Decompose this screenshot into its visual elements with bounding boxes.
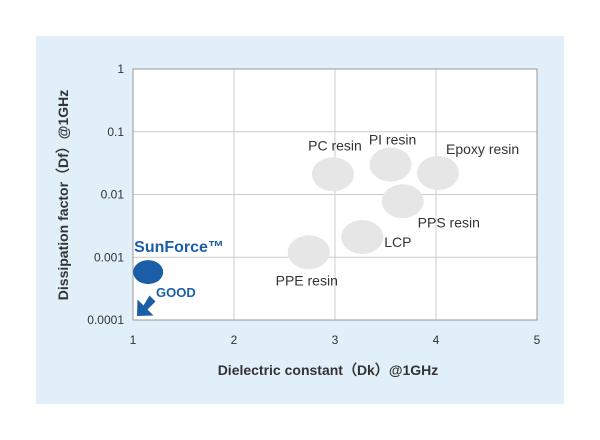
x-axis-title: Dielectric constant（Dk）@1GHz <box>218 362 439 378</box>
y-tick-label: 0.001 <box>94 250 124 264</box>
y-tick-label: 1 <box>117 62 124 76</box>
x-tick-label: 2 <box>231 333 238 347</box>
data-point <box>417 156 460 191</box>
point-label-lcp: LCP <box>384 234 411 250</box>
data-points <box>133 147 460 285</box>
point-label-pi-resin: PI resin <box>369 132 416 148</box>
x-tick-label: 3 <box>332 333 339 347</box>
y-axis-title: Dissipation factor（Df）@1GHz <box>55 90 71 300</box>
data-point <box>287 235 330 270</box>
x-tick-labels: 1 2 3 4 5 <box>130 333 541 347</box>
data-point <box>341 220 384 255</box>
y-tick-label: 0.0001 <box>87 313 124 327</box>
data-point <box>311 157 354 192</box>
good-annotation: GOOD <box>156 285 196 300</box>
good-arrow-icon <box>137 295 156 316</box>
point-label-pps-resin: PPS resin <box>418 214 480 230</box>
x-tick-label: 1 <box>130 333 137 347</box>
y-tick-label: 0.01 <box>101 188 125 202</box>
data-point <box>369 147 412 182</box>
point-label-pc-resin: PC resin <box>308 137 362 153</box>
point-label-sunforce: SunForce™ <box>134 239 224 256</box>
point-sunforce <box>133 260 164 285</box>
point-label-ppe-resin: PPE resin <box>276 272 338 288</box>
y-tick-label: 0.1 <box>107 125 124 139</box>
x-tick-label: 5 <box>534 333 541 347</box>
point-labels: PC resin PI resin Epoxy resin PPS resin … <box>134 132 519 289</box>
x-tick-label: 4 <box>433 333 440 347</box>
point-label-epoxy-resin: Epoxy resin <box>446 141 519 157</box>
grid-lines <box>132 68 538 321</box>
plot-border <box>132 68 538 321</box>
data-point <box>381 184 424 219</box>
y-tick-labels: 0.0001 0.001 0.01 0.1 1 <box>87 62 124 327</box>
